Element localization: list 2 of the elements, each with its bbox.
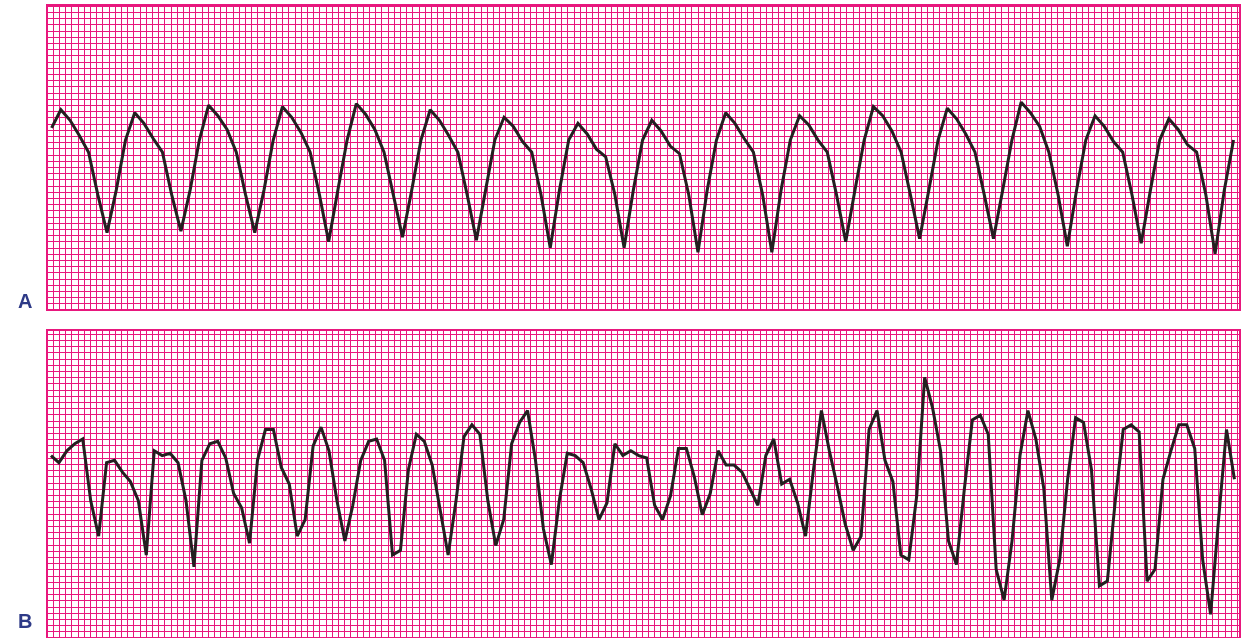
text: A bbox=[18, 290, 33, 312]
text: B bbox=[18, 610, 33, 632]
